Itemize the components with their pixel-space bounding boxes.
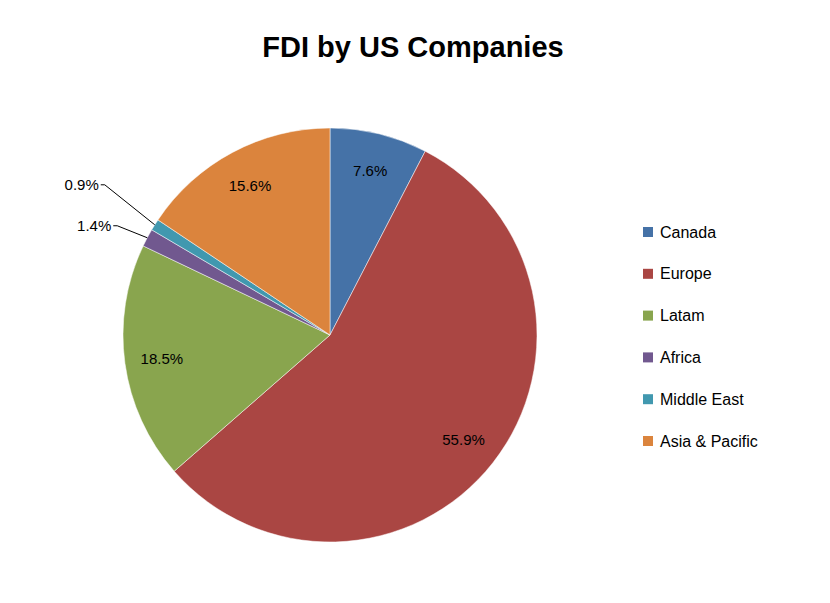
legend: Canada Europe Latam Africa Middle East Asia &… [643, 224, 758, 450]
legend-label: Asia & Pacific [660, 433, 758, 450]
legend-item: Europe [643, 265, 712, 282]
data-label: 15.6% [229, 177, 272, 194]
chart: FDI by US Companies 7.6% 55.9% 18.5% 1.4% 0.9… [0, 0, 830, 603]
data-label: 0.9% [65, 176, 99, 193]
legend-swatch [643, 436, 653, 446]
legend-label: Middle East [660, 391, 744, 408]
legend-item: Canada [643, 224, 716, 241]
legend-swatch [643, 227, 653, 237]
data-label: 18.5% [141, 350, 184, 367]
data-labels: 7.6% 55.9% 18.5% 1.4% 0.9% 15.6% [65, 162, 485, 449]
legend-label: Latam [660, 307, 704, 324]
legend-swatch [643, 394, 653, 404]
legend-item: Asia & Pacific [643, 433, 758, 450]
slice [158, 128, 330, 335]
leader-line [101, 185, 155, 225]
legend-item: Latam [643, 307, 704, 324]
title: FDI by US Companies [262, 31, 563, 63]
legend-label: Europe [660, 265, 712, 282]
legend-item: Middle East [643, 391, 744, 408]
data-label: 7.6% [353, 162, 387, 179]
legend-label: Africa [660, 349, 701, 366]
legend-item: Africa [643, 349, 701, 366]
data-label: 1.4% [77, 217, 111, 234]
legend-swatch [643, 269, 653, 279]
pie [123, 128, 537, 542]
legend-swatch [643, 352, 653, 362]
leader-line [113, 226, 147, 238]
data-label: 55.9% [442, 431, 485, 448]
legend-label: Canada [660, 224, 716, 241]
legend-swatch [643, 311, 653, 321]
